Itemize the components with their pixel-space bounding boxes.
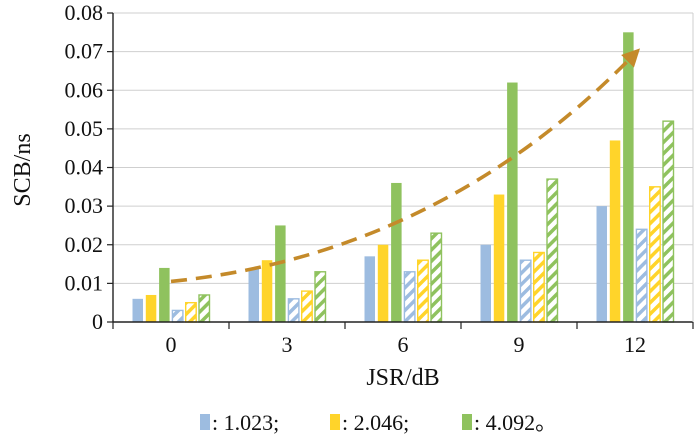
y-tick-labels: 0 0.01 0.02 0.03 0.04 0.05 0.06 0.07 0.08 (65, 0, 104, 334)
bar-solid-1_023-3 (248, 267, 259, 322)
trend-arrow (170, 48, 641, 284)
legend-label-3: : 4.092。 (474, 410, 557, 435)
bar-solid-4_092-6 (391, 182, 402, 322)
bar-hatched-4_092-3 (314, 271, 327, 323)
bar-hatched-2_046-9 (533, 251, 545, 323)
bar-solid-2_046-0 (145, 294, 157, 322)
legend-swatch-2 (330, 414, 340, 430)
bar-solid-1_023-0 (132, 298, 143, 322)
y-tick-label: 0.03 (65, 193, 104, 218)
bar-hatched-1_023-12 (635, 228, 648, 323)
y-tick-label: 0 (92, 309, 103, 334)
bar-hatched-4_092-6 (430, 232, 443, 323)
bar-hatched-1_023-6 (403, 271, 416, 323)
x-tick-labels: 0 3 6 9 12 (166, 332, 647, 357)
legend-label-2: : 2.046; (342, 410, 409, 435)
y-axis-title: SCB/ns (10, 133, 36, 206)
bar-solid-1_023-6 (364, 256, 375, 322)
x-tick-label: 0 (166, 332, 177, 357)
legend-label-1: : 1.023; (212, 410, 279, 435)
gridlines (113, 12, 693, 284)
legend-swatch-1 (200, 414, 210, 430)
bar-hatched-1_023-9 (519, 259, 532, 323)
bar-solid-2_046-3 (261, 260, 273, 322)
bar-solid-2_046-6 (377, 244, 389, 322)
bar-solid-2_046-12 (609, 140, 621, 322)
bars (132, 32, 675, 323)
bar-solid-1_023-12 (596, 206, 607, 322)
bar-hatched-1_023-3 (287, 298, 300, 323)
bar-solid-4_092-12 (623, 32, 634, 322)
y-tick-label: 0.02 (65, 232, 104, 257)
y-tick-label: 0.06 (65, 77, 104, 102)
bar-hatched-4_092-0 (198, 294, 211, 323)
legend-swatch-3 (462, 414, 472, 430)
bar-hatched-2_046-3 (301, 290, 313, 323)
x-tick-label: 12 (624, 332, 646, 357)
bar-hatched-2_046-12 (649, 186, 661, 323)
y-tick-label: 0.07 (65, 39, 104, 64)
bar-hatched-2_046-6 (417, 259, 429, 323)
bar-hatched-2_046-0 (184, 301, 197, 323)
trend-arrow-path (170, 48, 641, 284)
x-axis-title: JSR/dB (366, 365, 439, 391)
bar-solid-1_023-9 (480, 244, 491, 322)
y-tick-label: 0.08 (65, 0, 104, 25)
axes (107, 12, 694, 329)
legend: : 1.023; : 2.046; : 4.092。 (200, 410, 557, 435)
bar-solid-4_092-3 (275, 225, 286, 322)
x-tick-label: 6 (398, 332, 409, 357)
y-tick-label: 0.05 (65, 116, 104, 141)
y-tick-label: 0.04 (65, 155, 104, 180)
bar-hatched-1_023-0 (171, 309, 184, 323)
bar-solid-4_092-9 (507, 82, 518, 323)
bar-hatched-4_092-12 (662, 120, 675, 323)
bar-hatched-4_092-9 (546, 178, 559, 323)
bar-solid-4_092-0 (159, 267, 170, 322)
bar-solid-2_046-9 (493, 194, 505, 322)
x-tick-label: 9 (514, 332, 525, 357)
y-tick-label: 0.01 (65, 270, 104, 295)
x-tick-label: 3 (282, 332, 293, 357)
